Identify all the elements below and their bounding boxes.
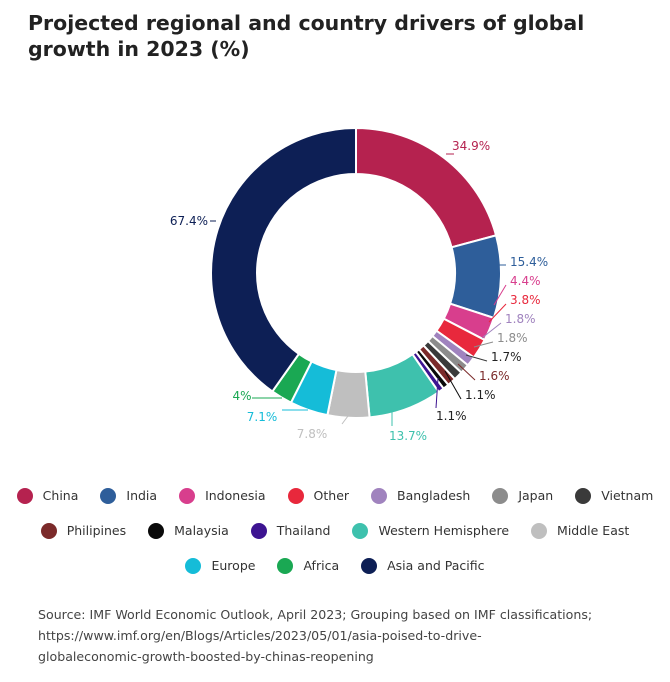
legend-label-africa: Africa (303, 558, 340, 573)
legend-item-western-hemisphere: Western Hemisphere (352, 522, 510, 539)
legend-swatch-western-hemisphere (352, 522, 369, 539)
legend-item-other: Other (287, 487, 350, 504)
legend-row-1: China India Indonesia Other Bangladesh Japan V… (0, 478, 670, 513)
slice-labels: 34.9% 15.4% 4.4% 3.8% 1.8% 1.8% 1.7% 1.6% 1.1% 1.… (170, 139, 548, 443)
label-japan: 1.8% (497, 331, 528, 345)
legend-label-europe: Europe (211, 558, 256, 573)
legend-label-japan: Japan (518, 488, 554, 503)
leader-malaysia (444, 370, 462, 400)
legend-item-india: India (100, 487, 158, 504)
legend-row-2: Philipines Malaysia Thailand Western Hemisp… (0, 513, 670, 548)
legend-label-china: China (42, 488, 79, 503)
legend-label-thailand: Thailand (276, 523, 331, 538)
label-bangladesh: 1.8% (505, 312, 536, 326)
legend-item-thailand: Thailand (250, 522, 331, 539)
leader-japan (473, 341, 494, 348)
label-europe: 7.1% (247, 410, 278, 424)
label-asia-and-pacific: 67.4% (170, 214, 208, 228)
legend-row-3: Europe Africa Asia and Pacific (0, 548, 670, 583)
label-other: 3.8% (510, 293, 541, 307)
donut-slices (210, 126, 502, 419)
label-india: 15.4% (510, 255, 548, 269)
legend-swatch-middle-east (531, 522, 548, 539)
legend-swatch-bangladesh (371, 487, 388, 504)
leader-philipines (457, 363, 476, 381)
label-china: 34.9% (452, 139, 490, 153)
donut-chart: 34.9% 15.4% 4.4% 3.8% 1.8% 1.8% 1.7% 1.6% 1.1% 1.… (170, 126, 548, 443)
legend-item-africa: Africa (277, 557, 340, 574)
label-indonesia: 4.4% (510, 274, 541, 288)
legend-label-middle-east: Middle East (557, 523, 630, 538)
legend-swatch-philipines (40, 522, 57, 539)
label-middle-east: 7.8% (297, 427, 328, 441)
source-note: Source: IMF World Economic Outlook, Apri… (38, 604, 663, 667)
leader-thailand (435, 377, 439, 409)
legend-swatch-india (100, 487, 117, 504)
legend-label-bangladesh: Bangladesh (397, 488, 471, 503)
chart-legend: China India Indonesia Other Bangladesh Japan V… (0, 478, 670, 583)
legend-item-vietnam: Vietnam (575, 487, 654, 504)
legend-swatch-malaysia (148, 522, 165, 539)
legend-label-other: Other (313, 488, 350, 503)
legend-item-europe: Europe (185, 557, 256, 574)
legend-label-philipines: Philipines (66, 523, 127, 538)
legend-label-india: India (126, 488, 158, 503)
legend-item-bangladesh: Bangladesh (371, 487, 471, 504)
leader-indonesia (493, 284, 507, 306)
leader-middle-east (341, 415, 349, 425)
legend-item-asia-and-pacific: Asia and Pacific (361, 557, 485, 574)
legend-swatch-europe (185, 557, 202, 574)
legend-swatch-africa (277, 557, 294, 574)
legend-item-japan: Japan (492, 487, 554, 504)
slice-asia-and-pacific (210, 126, 357, 393)
legend-label-western-hemisphere: Western Hemisphere (378, 523, 510, 538)
legend-swatch-thailand (250, 522, 267, 539)
legend-label-malaysia: Malaysia (174, 523, 229, 538)
label-africa: 4% (232, 389, 251, 403)
legend-item-indonesia: Indonesia (179, 487, 266, 504)
legend-label-vietnam: Vietnam (601, 488, 654, 503)
source-line-2: https://www.imf.org/en/Blogs/Articles/20… (38, 628, 482, 643)
label-western-hemisphere: 13.7% (389, 429, 427, 443)
legend-swatch-indonesia (179, 487, 196, 504)
leader-bangladesh (481, 322, 502, 339)
source-line-3: globaleconomic-growth-boosted-by-chinas-… (38, 649, 374, 664)
legend-item-philipines: Philipines (40, 522, 127, 539)
legend-item-china: China (16, 487, 79, 504)
legend-item-middle-east: Middle East (531, 522, 630, 539)
legend-swatch-japan (492, 487, 509, 504)
label-philipines: 1.6% (479, 369, 510, 383)
leader-other (488, 303, 507, 323)
source-line-1: Source: IMF World Economic Outlook, Apri… (38, 607, 593, 622)
label-malaysia: 1.1% (465, 388, 496, 402)
label-vietnam: 1.7% (491, 350, 522, 364)
label-thailand: 1.1% (436, 409, 467, 423)
legend-swatch-asia-and-pacific (361, 557, 378, 574)
legend-label-indonesia: Indonesia (205, 488, 266, 503)
legend-swatch-other (287, 487, 304, 504)
legend-label-asia-and-pacific: Asia and Pacific (387, 558, 485, 573)
legend-item-malaysia: Malaysia (148, 522, 229, 539)
leader-vietnam (465, 354, 488, 362)
legend-swatch-china (16, 487, 33, 504)
chart-title: Projected regional and country drivers o… (28, 11, 585, 61)
legend-swatch-vietnam (575, 487, 592, 504)
